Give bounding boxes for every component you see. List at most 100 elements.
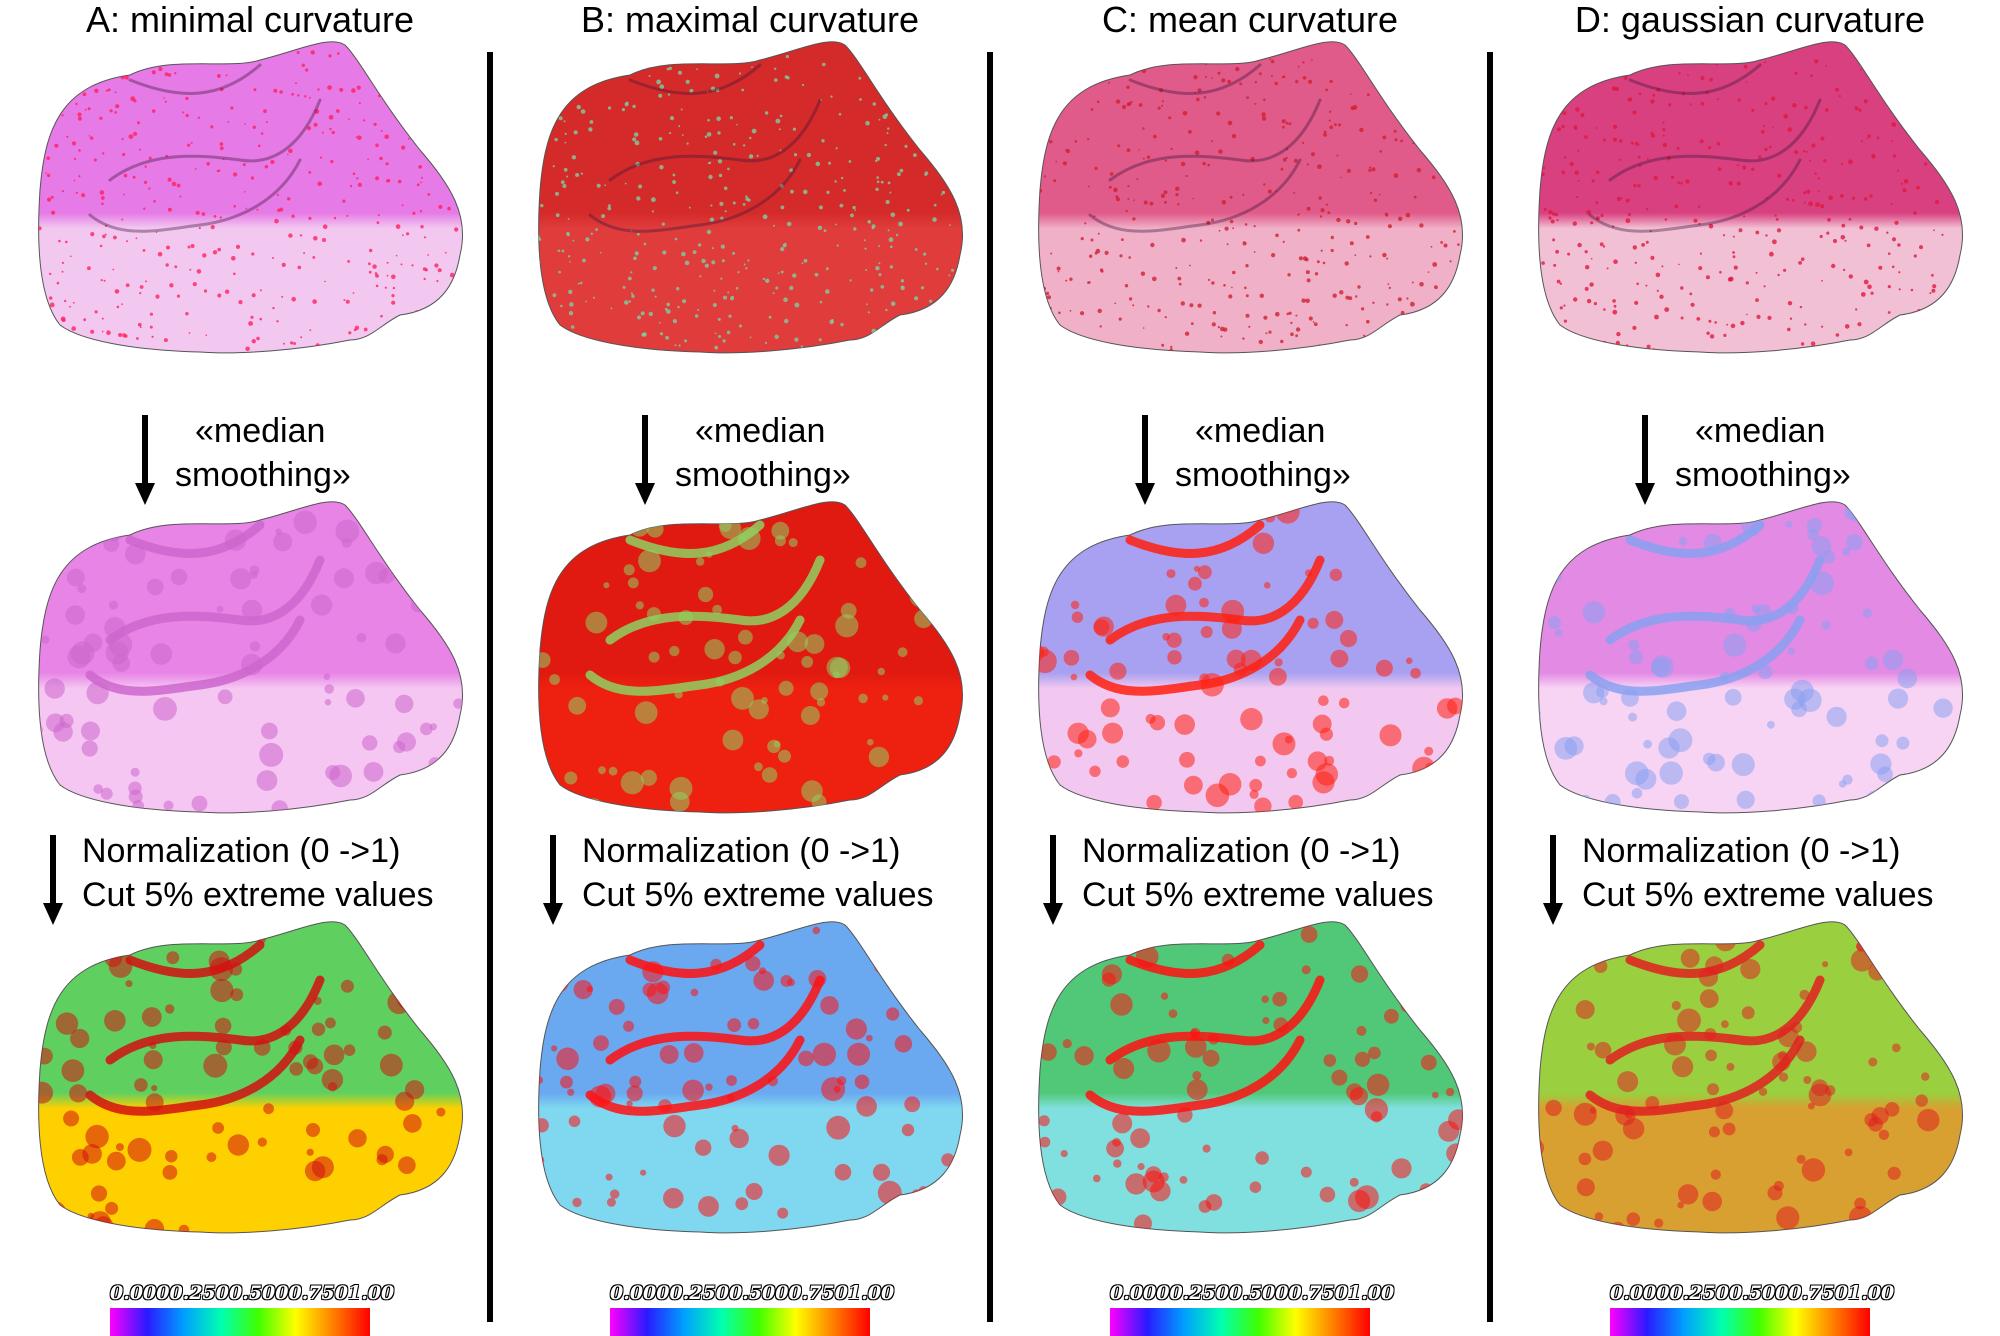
tooth-body [38, 41, 464, 354]
color-scale-tick: 0.750 [1788, 1282, 1849, 1304]
color-scale-tick: 1.00 [848, 1282, 895, 1304]
color-scale-bar [110, 1308, 370, 1336]
normalization-label: Cut 5% extreme values [582, 876, 934, 914]
tooth-surface-image [538, 921, 964, 1234]
color-scale-tick: 1.00 [1348, 1282, 1395, 1304]
median-smoothing-label: smoothing» [1675, 456, 1851, 494]
tooth-surface-image [1538, 41, 1964, 354]
tooth-smoothed [1000, 500, 1500, 830]
arrow-normalization [543, 835, 563, 925]
color-scale-tick: 1.00 [348, 1282, 395, 1304]
tooth-body [538, 921, 964, 1234]
tooth-surface-image [38, 501, 464, 814]
panel-title: B: maximal curvature [580, 0, 920, 40]
median-smoothing-label: smoothing» [675, 456, 851, 494]
tooth-body [1538, 921, 1964, 1234]
tooth-surface-image [38, 921, 464, 1234]
color-scale-legend: 0.000 0.250 0.500 0.750 1.00 [1610, 1282, 1894, 1336]
color-scale-tick: 0.250 [1169, 1282, 1230, 1304]
tooth-body [1038, 41, 1464, 354]
arrow-normalization [1543, 835, 1563, 925]
color-scale-tick: 0.500 [1729, 1282, 1789, 1304]
panel-title: A: minimal curvature [85, 0, 415, 40]
color-scale-tick: 0.500 [1229, 1282, 1289, 1304]
normalization-label: Cut 5% extreme values [82, 876, 434, 914]
panel-c: C: mean curvature «median smoothing» Normal… [1000, 0, 1500, 1336]
tooth-raw [1000, 40, 1500, 370]
color-scale-tick: 0.250 [1669, 1282, 1730, 1304]
panel-b: B: maximal curvature «median smoothing» Nor… [500, 0, 1000, 1336]
color-scale-tick: 0.000 [1110, 1282, 1170, 1304]
arrow-normalization [43, 835, 63, 925]
color-scale-ticks: 0.000 0.250 0.500 0.750 1.00 [1610, 1282, 1894, 1304]
color-scale-tick: 0.750 [788, 1282, 849, 1304]
normalization-label: Cut 5% extreme values [1582, 876, 1934, 914]
normalization-label: Normalization (0 ->1) [1582, 832, 1901, 870]
median-smoothing-label: «median [1695, 412, 1826, 450]
down-arrow-icon [1043, 835, 1063, 925]
panel-a: A: minimal curvature «median smoothing» Nor… [0, 0, 500, 1336]
normalization-label: Normalization (0 ->1) [582, 832, 901, 870]
normalization-label: Normalization (0 ->1) [82, 832, 401, 870]
down-arrow-icon [135, 415, 155, 505]
color-scale-bar [1610, 1308, 1870, 1336]
color-scale-tick: 0.500 [729, 1282, 789, 1304]
down-arrow-icon [1635, 415, 1655, 505]
color-scale-tick: 0.250 [669, 1282, 730, 1304]
median-smoothing-label: smoothing» [175, 456, 351, 494]
tooth-surface-image [38, 41, 464, 354]
tooth-surface-image [1038, 921, 1464, 1234]
color-scale-bar [1110, 1308, 1370, 1336]
down-arrow-icon [635, 415, 655, 505]
color-scale-bar [610, 1308, 870, 1336]
tooth-smoothed [0, 500, 500, 830]
tooth-smoothed [1500, 500, 2000, 830]
arrow-median-smoothing [1135, 415, 1155, 505]
panel-title: D: gaussian curvature [1574, 0, 1926, 40]
tooth-surface-image [1038, 501, 1464, 814]
color-scale-ticks: 0.000 0.250 0.500 0.750 1.00 [1110, 1282, 1394, 1304]
color-scale-legend: 0.000 0.250 0.500 0.750 1.00 [1110, 1282, 1394, 1336]
panel-d: D: gaussian curvature «median smoothing» No… [1500, 0, 2000, 1336]
arrow-normalization [1043, 835, 1063, 925]
arrow-median-smoothing [1635, 415, 1655, 505]
color-scale-tick: 0.750 [288, 1282, 349, 1304]
panel-divider [487, 52, 493, 1322]
tooth-normalized [500, 920, 1000, 1250]
color-scale-tick: 0.000 [1610, 1282, 1670, 1304]
tooth-surface-image [1538, 501, 1964, 814]
panel-divider [987, 52, 993, 1322]
tooth-body [1538, 501, 1964, 814]
tooth-raw [0, 40, 500, 370]
median-smoothing-label: «median [195, 412, 326, 450]
tooth-normalized [1500, 920, 2000, 1250]
tooth-body [538, 501, 964, 814]
panel-divider [1487, 52, 1493, 1322]
normalization-label: Cut 5% extreme values [1082, 876, 1434, 914]
tooth-normalized [0, 920, 500, 1250]
tooth-body [1538, 41, 1964, 354]
down-arrow-icon [43, 835, 63, 925]
arrow-median-smoothing [135, 415, 155, 505]
tooth-normalized [1000, 920, 1500, 1250]
median-smoothing-label: «median [1195, 412, 1326, 450]
tooth-smoothed [500, 500, 1000, 830]
down-arrow-icon [1135, 415, 1155, 505]
color-scale-tick: 0.250 [169, 1282, 230, 1304]
tooth-surface-image [1538, 921, 1964, 1234]
color-scale-tick: 1.00 [1848, 1282, 1895, 1304]
tooth-surface-image [1038, 41, 1464, 354]
color-scale-tick: 0.000 [610, 1282, 670, 1304]
arrow-median-smoothing [635, 415, 655, 505]
tooth-raw [1500, 40, 2000, 370]
tooth-body [538, 41, 964, 354]
tooth-raw [500, 40, 1000, 370]
color-scale-legend: 0.000 0.250 0.500 0.750 1.00 [110, 1282, 394, 1336]
tooth-surface-image [538, 41, 964, 354]
color-scale-tick: 0.750 [1288, 1282, 1349, 1304]
median-smoothing-label: «median [695, 412, 826, 450]
color-scale-legend: 0.000 0.250 0.500 0.750 1.00 [610, 1282, 894, 1336]
color-scale-tick: 0.500 [229, 1282, 289, 1304]
down-arrow-icon [543, 835, 563, 925]
down-arrow-icon [1543, 835, 1563, 925]
